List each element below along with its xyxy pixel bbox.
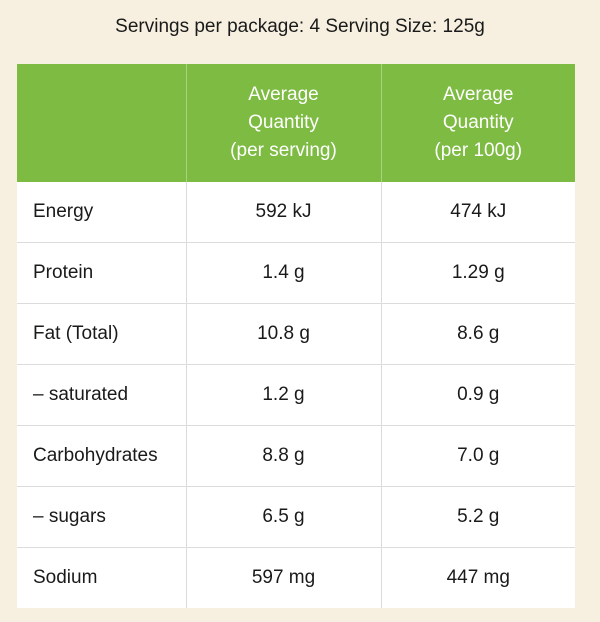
header-per-serving-line-1: Average [248,84,319,105]
table-row: Energy 592 kJ 474 kJ [17,182,575,243]
nutrient-label: – sugars [17,486,187,548]
per-serving-value: 1.4 g [186,242,382,304]
nutrition-table-body: Energy 592 kJ 474 kJ Protein 1.4 g 1.29 … [17,182,575,608]
servings-info: Servings per package: 4 Serving Size: 12… [115,16,485,37]
header-nutrient [17,64,187,182]
nutrient-label: Sodium [17,547,187,608]
header-row: Average Quantity (per serving) Average Q… [17,64,575,182]
per-serving-value: 8.8 g [186,425,382,487]
per-serving-value: 597 mg [186,547,382,608]
nutrition-table: Average Quantity (per serving) Average Q… [17,64,575,608]
per-100g-value: 8.6 g [381,303,575,365]
per-100g-value: 0.9 g [381,364,575,426]
per-100g-value: 5.2 g [381,486,575,548]
per-serving-value: 592 kJ [186,182,382,243]
per-100g-value: 7.0 g [381,425,575,487]
nutrient-label: – saturated [17,364,187,426]
per-serving-value: 10.8 g [186,303,382,365]
nutrient-label: Energy [17,182,187,243]
table-row: – sugars 6.5 g 5.2 g [17,486,575,548]
per-serving-value: 1.2 g [186,364,382,426]
table-row: Sodium 597 mg 447 mg [17,547,575,608]
table-row: Protein 1.4 g 1.29 g [17,242,575,304]
nutrient-label: Carbohydrates [17,425,187,487]
per-100g-value: 447 mg [381,547,575,608]
header-per-serving: Average Quantity (per serving) [186,64,382,182]
header-per-100g: Average Quantity (per 100g) [381,64,575,182]
header-per-100g-line-1: Average [443,84,514,105]
table-row: Carbohydrates 8.8 g 7.0 g [17,425,575,487]
nutrition-table-header: Average Quantity (per serving) Average Q… [17,64,575,182]
table-row: – saturated 1.2 g 0.9 g [17,364,575,426]
per-100g-value: 1.29 g [381,242,575,304]
header-per-serving-line-2: Quantity [248,112,319,133]
header-per-100g-line-2: Quantity [442,112,514,133]
table-row: Fat (Total) 10.8 g 8.6 g [17,303,575,365]
nutrient-label: Fat (Total) [17,303,187,365]
nutrient-label: Protein [17,242,187,304]
header-per-100g-line-3: (per 100g) [434,140,523,161]
per-serving-value: 6.5 g [186,486,382,548]
per-100g-value: 474 kJ [450,201,507,222]
header-per-serving-line-3: (per serving) [230,140,337,161]
